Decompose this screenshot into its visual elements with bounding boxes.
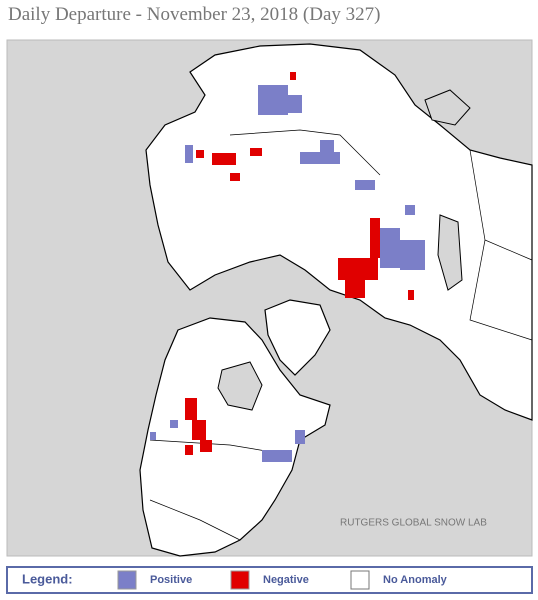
greenland bbox=[264, 299, 331, 376]
positive-cells bbox=[150, 85, 425, 462]
page-title: Daily Departure - November 23, 2018 (Day… bbox=[8, 4, 381, 25]
negative-cells bbox=[185, 72, 414, 455]
map-credit: RUTGERS GLOBAL SNOW LAB bbox=[340, 518, 487, 529]
legend-box bbox=[6, 566, 533, 594]
legend-label: Positive bbox=[150, 574, 192, 586]
legend-title: Legend: bbox=[22, 571, 73, 586]
inland-sea bbox=[437, 214, 463, 291]
country-border bbox=[229, 129, 533, 341]
legend-swatch bbox=[230, 570, 250, 590]
eurasia bbox=[145, 43, 533, 421]
legend-label: No Anomaly bbox=[383, 574, 448, 586]
hudson-bay bbox=[217, 361, 263, 411]
inland-sea bbox=[424, 89, 471, 126]
legend-swatch bbox=[350, 570, 370, 590]
legend-label: Negative bbox=[263, 574, 309, 586]
legend-swatch bbox=[117, 570, 137, 590]
north-america bbox=[139, 317, 331, 557]
